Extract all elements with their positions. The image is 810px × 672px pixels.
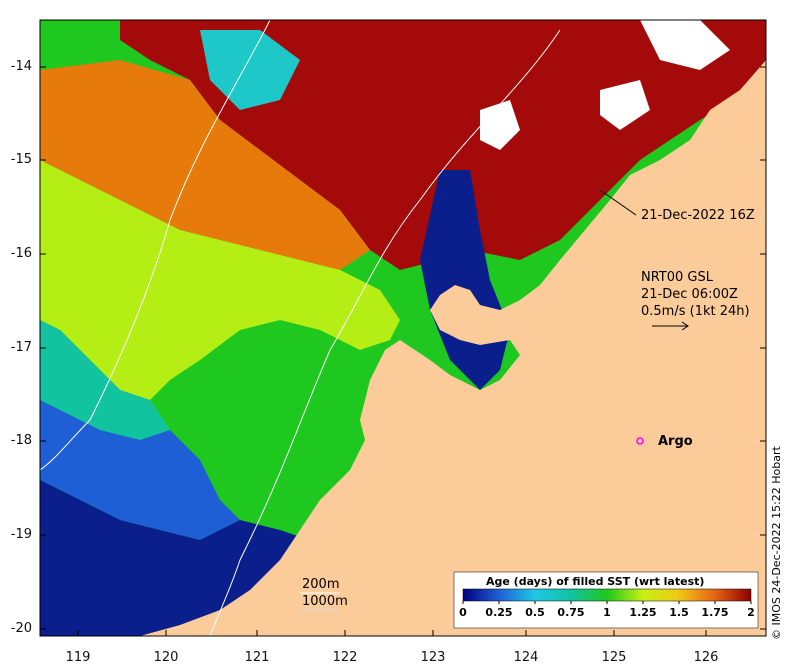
x-tick-label: 124: [513, 650, 539, 665]
argo-marker: [636, 437, 644, 445]
current-product-label: NRT00 GSL: [641, 270, 713, 285]
current-scale-arrow: [652, 321, 689, 331]
y-tick-label: -15: [10, 152, 32, 167]
x-tick-label: 122: [332, 650, 358, 665]
colorbar-tick-label: 1.75: [701, 606, 729, 619]
x-axis-ticks: [77, 630, 707, 636]
colorbar-ticks: [462, 601, 752, 604]
region-day15: [40, 60, 370, 270]
legend-title: Age (days) of filled SST (wrt latest): [486, 575, 705, 588]
region-day05: [200, 30, 300, 110]
x-tick-label: 125: [601, 650, 627, 665]
y-tick-label: -16: [10, 246, 32, 261]
nodata-patch: [600, 80, 650, 130]
colorbar: [462, 588, 752, 602]
colorbar-tick-label: 0.75: [557, 606, 585, 619]
y-tick-label: -19: [10, 527, 32, 542]
argo-label: Argo: [658, 434, 693, 449]
contour-200m: [209, 29, 561, 637]
y-tick-label: -17: [10, 340, 32, 355]
current-time-label: 21-Dec 06:00Z: [641, 287, 738, 302]
current-scale-label: 0.5m/s (1kt 24h): [641, 304, 750, 319]
contour-200m-label: 200m: [302, 577, 340, 592]
plot-frame: [39, 19, 767, 637]
x-tick-label: 126: [693, 650, 719, 665]
y-axis-ticks: [40, 66, 766, 630]
y-tick-label: -18: [10, 433, 32, 448]
x-tick-label: 119: [65, 650, 91, 665]
colorbar-tick-label: 0.5: [525, 606, 545, 619]
colorbar-tick-label: 1.5: [669, 606, 689, 619]
nodata-patch: [480, 100, 520, 150]
credit-text: © IMOS 24-Dec-2022 15:22 Hobart: [770, 446, 783, 640]
colorbar-tick-label: 2: [747, 606, 755, 619]
x-tick-label: 120: [153, 650, 179, 665]
region-day125: [40, 160, 400, 400]
land: [140, 60, 766, 636]
colorbar-tick-label: 0: [459, 606, 467, 619]
region-day075: [40, 320, 170, 440]
colorbar-tick-label: 1: [603, 606, 611, 619]
colorbar-tick-label: 1.25: [629, 606, 657, 619]
y-tick-label: -20: [10, 621, 32, 636]
y-tick-label: -14: [10, 59, 32, 74]
x-tick-label: 121: [244, 650, 270, 665]
colorbar-tick-label: 0.25: [485, 606, 513, 619]
x-tick-label: 123: [420, 650, 446, 665]
contour-1000m: [39, 19, 271, 471]
nodata-patch: [640, 20, 730, 70]
contour-1000m-label: 1000m: [302, 594, 348, 609]
track-pointer: [599, 189, 637, 216]
track-time-label: 21-Dec-2022 16Z: [641, 208, 755, 223]
